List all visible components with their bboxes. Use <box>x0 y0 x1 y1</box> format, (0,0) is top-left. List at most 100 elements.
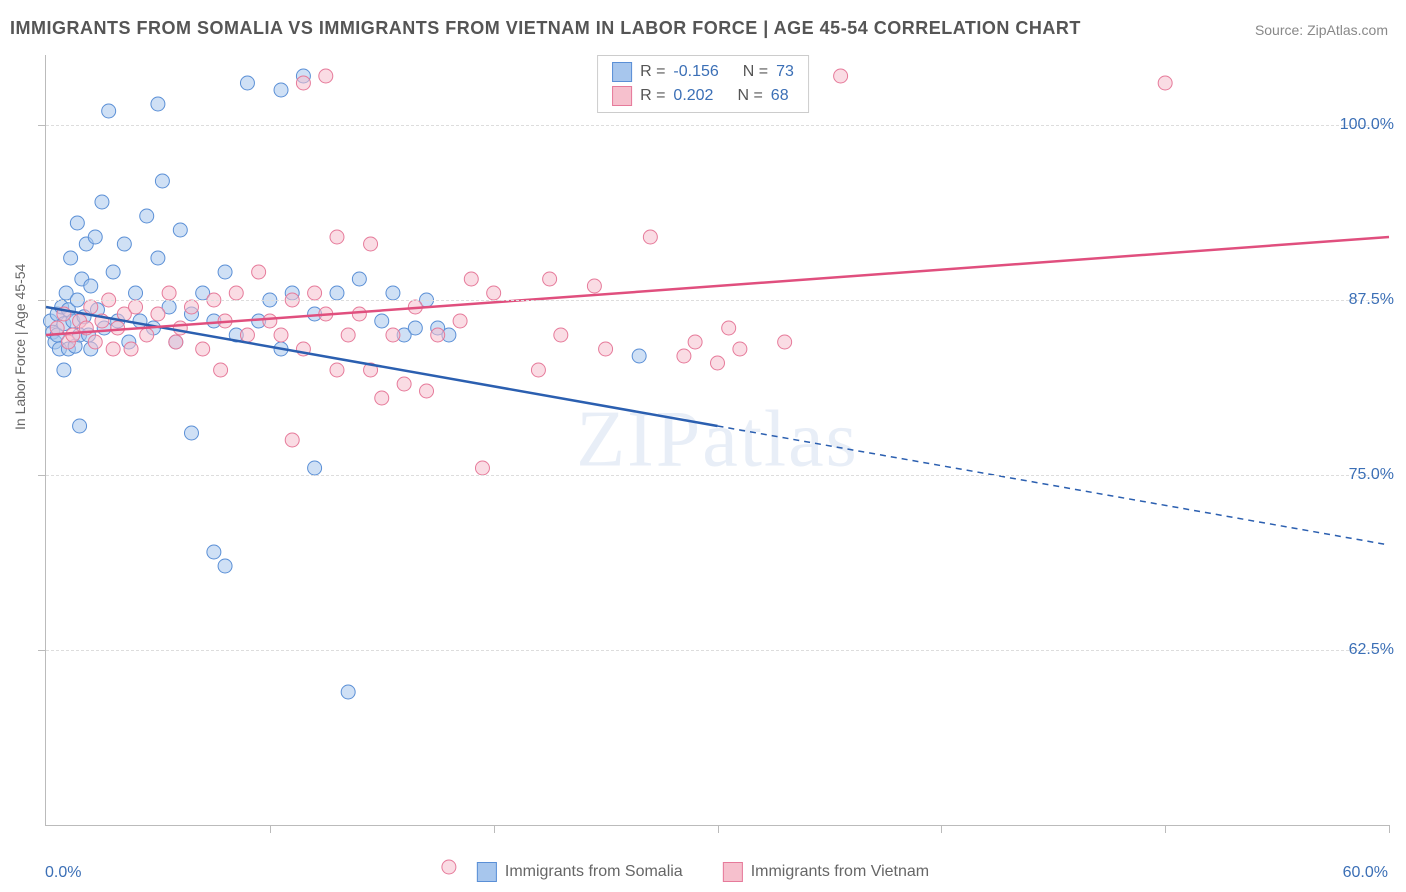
data-point <box>214 363 228 377</box>
data-point <box>133 314 147 328</box>
data-point <box>106 342 120 356</box>
legend-row-somalia: R = -0.156 N = 73 <box>612 60 794 84</box>
data-point <box>106 265 120 279</box>
data-point <box>554 328 568 342</box>
swatch-somalia <box>477 862 497 882</box>
data-point <box>57 363 71 377</box>
data-point <box>73 419 87 433</box>
chart-svg <box>46 55 1389 825</box>
data-point <box>66 328 80 342</box>
data-point <box>173 223 187 237</box>
data-point <box>330 286 344 300</box>
data-point <box>464 272 478 286</box>
x-tick-label-min: 0.0% <box>45 864 81 882</box>
data-point <box>475 461 489 475</box>
x-tick-label-max: 60.0% <box>1343 864 1388 882</box>
legend-n-value: 68 <box>771 87 789 105</box>
data-point <box>70 216 84 230</box>
data-point <box>364 237 378 251</box>
data-point <box>274 328 288 342</box>
data-point <box>431 328 445 342</box>
data-point <box>129 300 143 314</box>
swatch-vietnam <box>723 862 743 882</box>
data-point <box>151 251 165 265</box>
data-point <box>442 860 456 874</box>
data-point <box>124 342 138 356</box>
data-point <box>308 286 322 300</box>
data-point <box>274 83 288 97</box>
data-point <box>632 349 646 363</box>
data-point <box>184 300 198 314</box>
y-tick-label: 62.5% <box>1349 641 1394 659</box>
correlation-legend: R = -0.156 N = 73 R = 0.202 N = 68 <box>597 55 809 113</box>
data-point <box>778 335 792 349</box>
y-tick-label: 87.5% <box>1349 291 1394 309</box>
trend-line-extrapolated <box>718 426 1390 545</box>
data-point <box>341 685 355 699</box>
data-point <box>733 342 747 356</box>
data-point <box>599 342 613 356</box>
legend-item-vietnam: Immigrants from Vietnam <box>723 862 929 882</box>
data-point <box>84 300 98 314</box>
legend-n-label: N = <box>743 63 768 81</box>
legend-row-vietnam: R = 0.202 N = 68 <box>612 84 794 108</box>
data-point <box>352 272 366 286</box>
data-point <box>330 363 344 377</box>
data-point <box>341 328 355 342</box>
data-point <box>543 272 557 286</box>
data-point <box>319 69 333 83</box>
data-point <box>408 321 422 335</box>
data-point <box>487 286 501 300</box>
legend-n-label: N = <box>737 87 762 105</box>
series-legend: Immigrants from Somalia Immigrants from … <box>477 862 929 882</box>
data-point <box>88 335 102 349</box>
data-point <box>151 97 165 111</box>
data-point <box>330 230 344 244</box>
legend-n-value: 73 <box>776 63 794 81</box>
data-point <box>531 363 545 377</box>
data-point <box>722 321 736 335</box>
data-point <box>252 265 266 279</box>
source-attribution: Source: ZipAtlas.com <box>1255 22 1388 38</box>
data-point <box>308 461 322 475</box>
legend-r-label: R = <box>640 63 665 81</box>
data-point <box>240 328 254 342</box>
data-point <box>84 279 98 293</box>
swatch-vietnam <box>612 86 632 106</box>
legend-r-value: 0.202 <box>673 87 713 105</box>
data-point <box>834 69 848 83</box>
data-point <box>218 265 232 279</box>
data-point <box>117 237 131 251</box>
data-point <box>140 328 154 342</box>
legend-label: Immigrants from Vietnam <box>751 863 929 881</box>
data-point <box>218 559 232 573</box>
data-point <box>64 251 78 265</box>
chart-title: IMMIGRANTS FROM SOMALIA VS IMMIGRANTS FR… <box>10 18 1081 39</box>
y-tick-label: 100.0% <box>1340 116 1394 134</box>
data-point <box>587 279 601 293</box>
data-point <box>184 426 198 440</box>
plot-area: ZIPatlas <box>45 55 1389 826</box>
data-point <box>711 356 725 370</box>
data-point <box>140 209 154 223</box>
legend-item-somalia: Immigrants from Somalia <box>477 862 683 882</box>
y-tick-label: 75.0% <box>1349 466 1394 484</box>
data-point <box>386 328 400 342</box>
data-point <box>151 307 165 321</box>
data-point <box>102 104 116 118</box>
legend-label: Immigrants from Somalia <box>505 863 683 881</box>
trend-line <box>46 237 1389 335</box>
swatch-somalia <box>612 62 632 82</box>
data-point <box>352 307 366 321</box>
data-point <box>397 377 411 391</box>
data-point <box>169 335 183 349</box>
data-point <box>196 342 210 356</box>
data-point <box>88 230 102 244</box>
data-point <box>111 321 125 335</box>
data-point <box>162 286 176 300</box>
data-point <box>296 76 310 90</box>
data-point <box>285 433 299 447</box>
data-point <box>155 174 169 188</box>
data-point <box>453 314 467 328</box>
data-point <box>229 286 243 300</box>
